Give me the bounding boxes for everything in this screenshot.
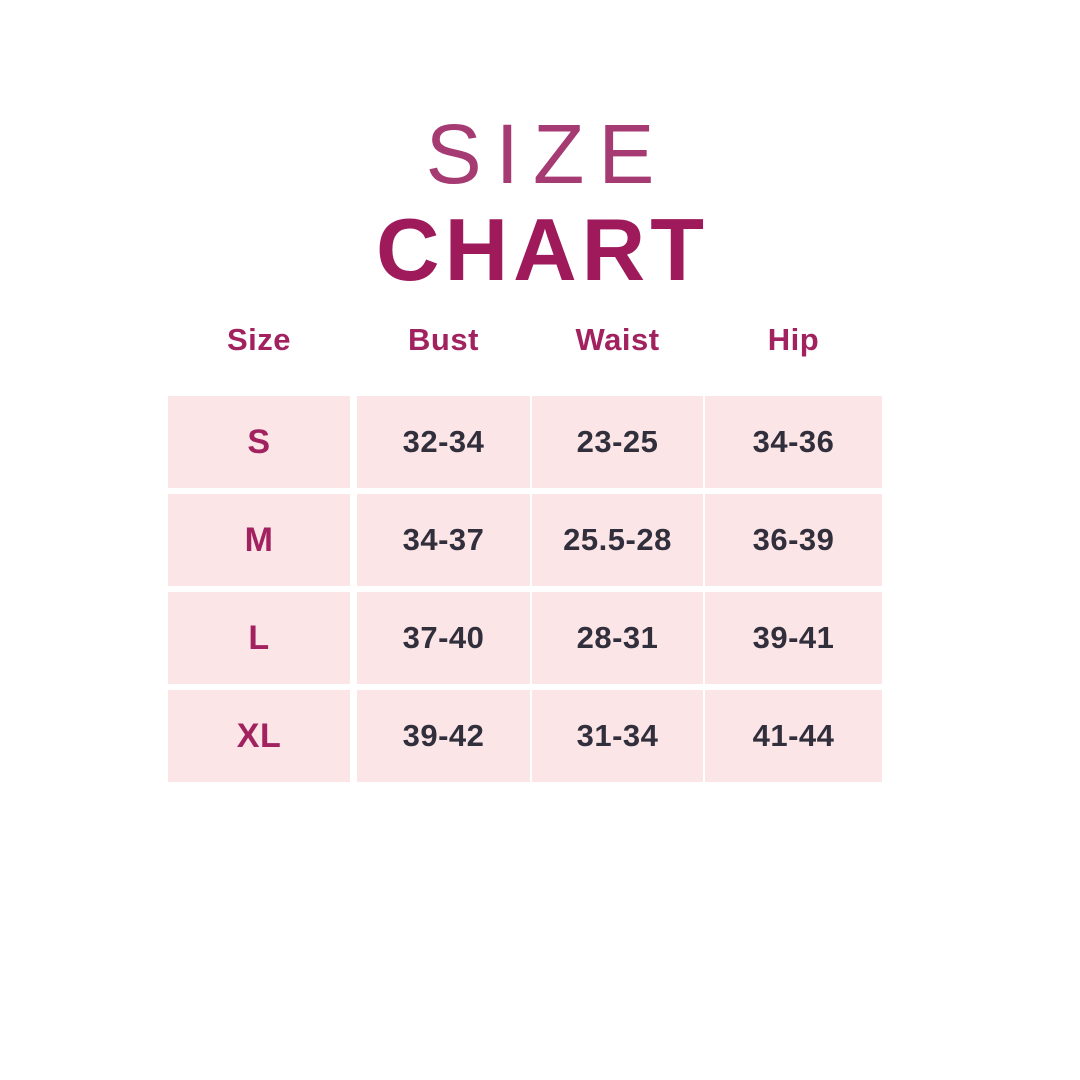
page-title: SIZE CHART bbox=[0, 112, 1080, 294]
table-row: S 32-34 23-25 34-36 bbox=[168, 396, 882, 488]
size-label: XL bbox=[168, 690, 350, 782]
bust-value: 32-34 bbox=[357, 396, 530, 488]
title-line-chart: CHART bbox=[376, 200, 709, 299]
waist-value: 25.5-28 bbox=[532, 494, 703, 586]
hip-value: 39-41 bbox=[705, 592, 882, 684]
size-table: Size Bust Waist Hip S 32-34 23-25 34-36 M 34-37 2… bbox=[168, 322, 882, 788]
waist-value: 31-34 bbox=[532, 690, 703, 782]
column-header-size: Size bbox=[226, 322, 292, 357]
size-label: L bbox=[168, 592, 350, 684]
bust-value: 39-42 bbox=[357, 690, 530, 782]
bust-value: 34-37 bbox=[357, 494, 530, 586]
hip-value: 34-36 bbox=[705, 396, 882, 488]
size-label: M bbox=[168, 494, 350, 586]
hip-value: 41-44 bbox=[705, 690, 882, 782]
column-header-waist: Waist bbox=[575, 322, 660, 357]
table-body: S 32-34 23-25 34-36 M 34-37 25.5-28 36-39 L 37-40… bbox=[168, 396, 882, 782]
waist-value: 23-25 bbox=[532, 396, 703, 488]
size-label: S bbox=[168, 396, 350, 488]
table-header-row: Size Bust Waist Hip bbox=[168, 322, 882, 358]
bust-value: 37-40 bbox=[357, 592, 530, 684]
waist-value: 28-31 bbox=[532, 592, 703, 684]
column-header-bust: Bust bbox=[408, 322, 479, 357]
title-line-size: SIZE bbox=[425, 107, 669, 201]
column-header-hip: Hip bbox=[767, 322, 820, 357]
hip-value: 36-39 bbox=[705, 494, 882, 586]
table-row: XL 39-42 31-34 41-44 bbox=[168, 690, 882, 782]
table-row: M 34-37 25.5-28 36-39 bbox=[168, 494, 882, 586]
table-row: L 37-40 28-31 39-41 bbox=[168, 592, 882, 684]
